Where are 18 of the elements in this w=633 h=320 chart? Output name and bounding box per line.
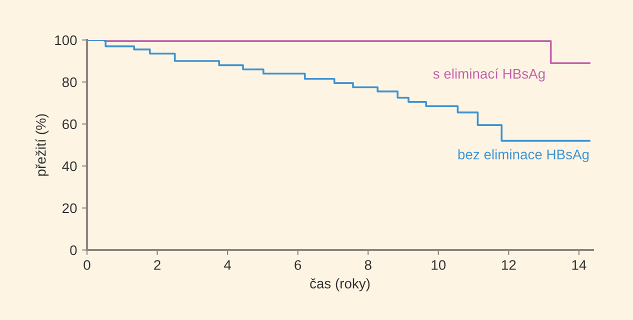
- x-tick-label: 8: [364, 260, 372, 270]
- y-tick-label: 60: [62, 119, 77, 130]
- x-tick-label: 2: [154, 260, 160, 270]
- y-tick-label: 40: [62, 161, 77, 172]
- series-label: bez eliminace HBsAg: [458, 149, 589, 162]
- x-tick-label: 14: [572, 260, 586, 270]
- y-tick-label: 100: [55, 35, 77, 46]
- x-tick-label: 12: [502, 260, 516, 270]
- x-axis-title: čas (roky): [310, 278, 370, 292]
- x-tick-label: 10: [432, 260, 446, 270]
- y-tick-label: 0: [70, 245, 77, 256]
- y-tick-label: 80: [62, 77, 77, 88]
- series-label: s eliminací HBsAg: [433, 68, 545, 82]
- y-axis-title: přežití (%): [35, 114, 49, 176]
- x-tick-label: 6: [294, 260, 302, 270]
- x-tick-label: 0: [84, 260, 90, 270]
- x-tick-label: 4: [224, 260, 232, 270]
- y-tick-label: 20: [62, 203, 77, 214]
